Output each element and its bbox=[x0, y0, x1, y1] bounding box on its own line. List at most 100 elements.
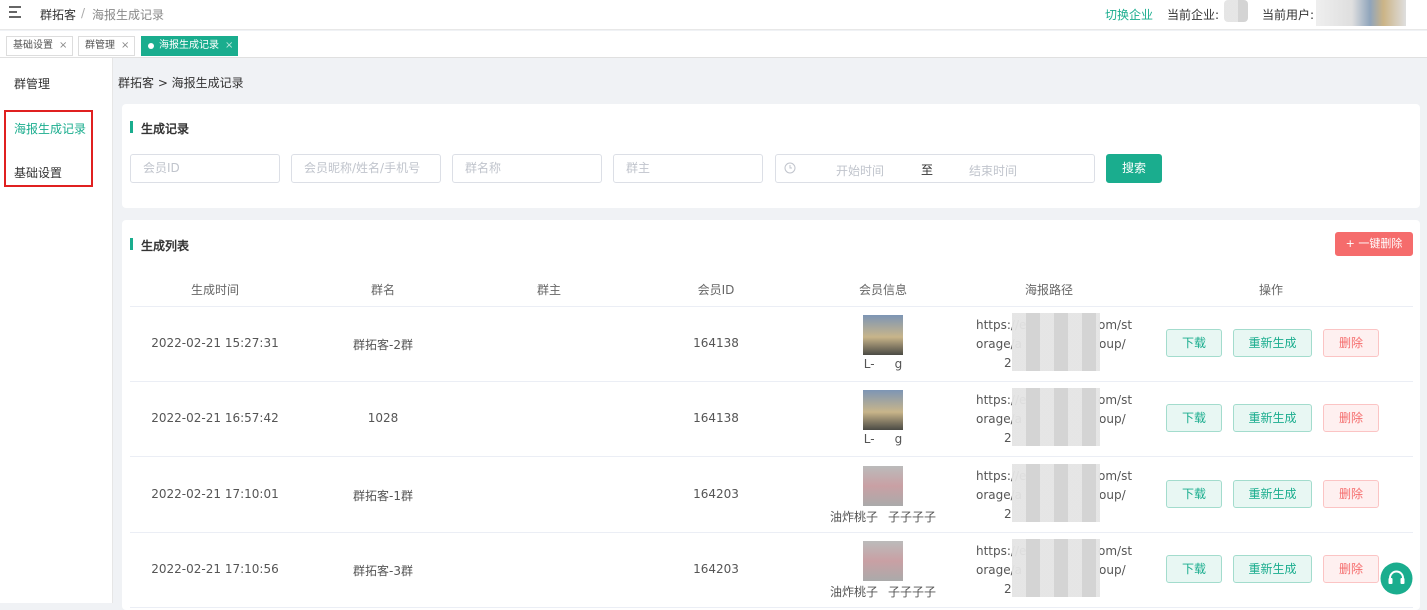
search-button[interactable]: 搜索 bbox=[1106, 154, 1162, 183]
avatar bbox=[863, 315, 903, 355]
path-start: orage/a bbox=[976, 562, 1023, 577]
path-end: om/st bbox=[1098, 468, 1133, 483]
company-label: 当前企业: bbox=[1167, 8, 1220, 22]
name-part: g bbox=[894, 432, 903, 447]
action-button[interactable]: 重新生成 bbox=[1233, 404, 1312, 433]
path-blur bbox=[1012, 313, 1100, 371]
user-label: 当前用户: bbox=[1262, 8, 1315, 22]
sidebar bbox=[0, 58, 113, 603]
action-button[interactable]: 重新生成 bbox=[1233, 554, 1312, 583]
column-header: 会员信息 bbox=[858, 283, 907, 297]
tab-close[interactable]: × bbox=[225, 40, 234, 51]
tab-label: 群管理 bbox=[85, 40, 115, 51]
cell-member-id: 164138 bbox=[693, 336, 739, 350]
cell-group: 1028 bbox=[367, 411, 399, 426]
date-start: 开始时间 bbox=[836, 164, 885, 178]
column-header: 生成时间 bbox=[190, 283, 239, 297]
input[interactable]: 会员ID bbox=[130, 154, 280, 183]
tab[interactable]: 群管理 × bbox=[78, 36, 135, 56]
path-end: oup/ bbox=[1099, 337, 1126, 351]
member-name: 油炸桃子 子子子子 bbox=[813, 583, 953, 600]
cell-group: 群拓客-2群 bbox=[353, 338, 413, 352]
user-avatar[interactable] bbox=[1316, 0, 1406, 26]
highlight-box bbox=[4, 110, 93, 187]
action-button[interactable]: 删除 bbox=[1323, 479, 1379, 508]
page-name: 海报生成记录 bbox=[92, 8, 165, 22]
input[interactable]: 群名称 bbox=[452, 154, 602, 183]
path-start: 2 bbox=[1004, 356, 1012, 370]
path-start: orage/a bbox=[976, 412, 1023, 427]
action-button[interactable]: 下载 bbox=[1166, 404, 1222, 433]
path-end: oup/ bbox=[1099, 562, 1126, 577]
menu-item[interactable]: 群管理 bbox=[14, 77, 51, 91]
path-start: orage/a bbox=[976, 337, 1023, 351]
column-header: 群名 bbox=[370, 283, 395, 297]
member-name: L-g bbox=[813, 432, 953, 446]
column-header: 会员ID bbox=[697, 283, 735, 297]
path-start: 2 bbox=[1004, 506, 1012, 521]
input[interactable]: 群主 bbox=[613, 154, 763, 183]
tab-close[interactable]: × bbox=[121, 40, 130, 51]
row-divider bbox=[130, 456, 1413, 458]
tab-label: 基础设置 bbox=[13, 40, 53, 51]
tab-label: 海报生成记录 bbox=[159, 40, 219, 51]
row-divider bbox=[130, 606, 1413, 608]
cell-group: 群拓客-1群 bbox=[353, 488, 413, 503]
help-button[interactable] bbox=[1380, 562, 1413, 595]
path-end: om/st bbox=[1098, 393, 1133, 408]
header-divider bbox=[130, 306, 1413, 307]
action-button[interactable]: 下载 bbox=[1166, 479, 1222, 508]
cell-member-id: 164138 bbox=[693, 411, 739, 426]
action-button[interactable]: 删除 bbox=[1323, 329, 1379, 357]
app-name[interactable]: 群拓客 bbox=[40, 8, 77, 22]
name-part: 油炸桃子 bbox=[829, 509, 878, 524]
tab-close[interactable]: × bbox=[59, 40, 68, 51]
path-blur bbox=[1012, 463, 1100, 522]
path-end: oup/ bbox=[1099, 412, 1126, 427]
action-button[interactable]: 删除 bbox=[1323, 554, 1379, 583]
menu-toggle[interactable] bbox=[8, 5, 22, 19]
input[interactable]: 会员昵称/姓名/手机号 bbox=[291, 154, 441, 183]
action-button[interactable]: 重新生成 bbox=[1233, 329, 1312, 357]
name-part: 子子子子 bbox=[888, 584, 937, 599]
cell-time: 2022-02-21 17:10:01 bbox=[151, 486, 279, 501]
action-button[interactable]: 重新生成 bbox=[1233, 479, 1312, 508]
tab-active[interactable]: 海报生成记录 × bbox=[141, 36, 238, 56]
cell-member-id: 164203 bbox=[693, 486, 739, 501]
tab[interactable]: 基础设置 × bbox=[6, 36, 73, 56]
path-start: orage/a bbox=[976, 487, 1023, 502]
cell-group: 群拓客-3群 bbox=[353, 563, 413, 578]
column-header: 操作 bbox=[1258, 283, 1283, 297]
column-header: 海报路径 bbox=[1024, 283, 1073, 297]
action-button[interactable]: 下载 bbox=[1166, 554, 1222, 583]
name-part: L- bbox=[863, 432, 875, 447]
path-start: 2 bbox=[1004, 581, 1012, 596]
member-name: 油炸桃子 子子子子 bbox=[813, 508, 953, 525]
date-end: 结束时间 bbox=[969, 164, 1018, 178]
title-bar bbox=[130, 238, 133, 250]
switch-company[interactable]: 切换企业 bbox=[1105, 8, 1154, 22]
breadcrumb: 群拓客 > 海报生成记录 bbox=[118, 76, 244, 90]
date-range[interactable] bbox=[775, 154, 1095, 183]
name-part: 子子子子 bbox=[888, 509, 937, 524]
menu-item[interactable]: 基础设置 bbox=[14, 166, 63, 180]
avatar bbox=[863, 390, 903, 431]
action-button[interactable]: 下载 bbox=[1166, 329, 1222, 357]
path-end: om/st bbox=[1098, 543, 1133, 558]
member-name: L-g bbox=[813, 357, 953, 371]
name-part: L- bbox=[863, 357, 875, 371]
menu-item-active[interactable]: 海报生成记录 bbox=[14, 122, 87, 136]
cell-time: 2022-02-21 16:57:42 bbox=[151, 411, 279, 426]
bulk-delete-button[interactable]: + 一键删除 bbox=[1335, 232, 1413, 256]
company-blur bbox=[1224, 0, 1248, 22]
card-title: 生成记录 bbox=[141, 122, 190, 136]
path-blur bbox=[1012, 538, 1100, 597]
path-end: om/st bbox=[1098, 318, 1133, 332]
card-title: 生成列表 bbox=[141, 239, 190, 253]
avatar bbox=[863, 540, 903, 581]
name-part: g bbox=[894, 357, 903, 371]
avatar bbox=[863, 465, 903, 506]
action-button[interactable]: 删除 bbox=[1323, 404, 1379, 433]
